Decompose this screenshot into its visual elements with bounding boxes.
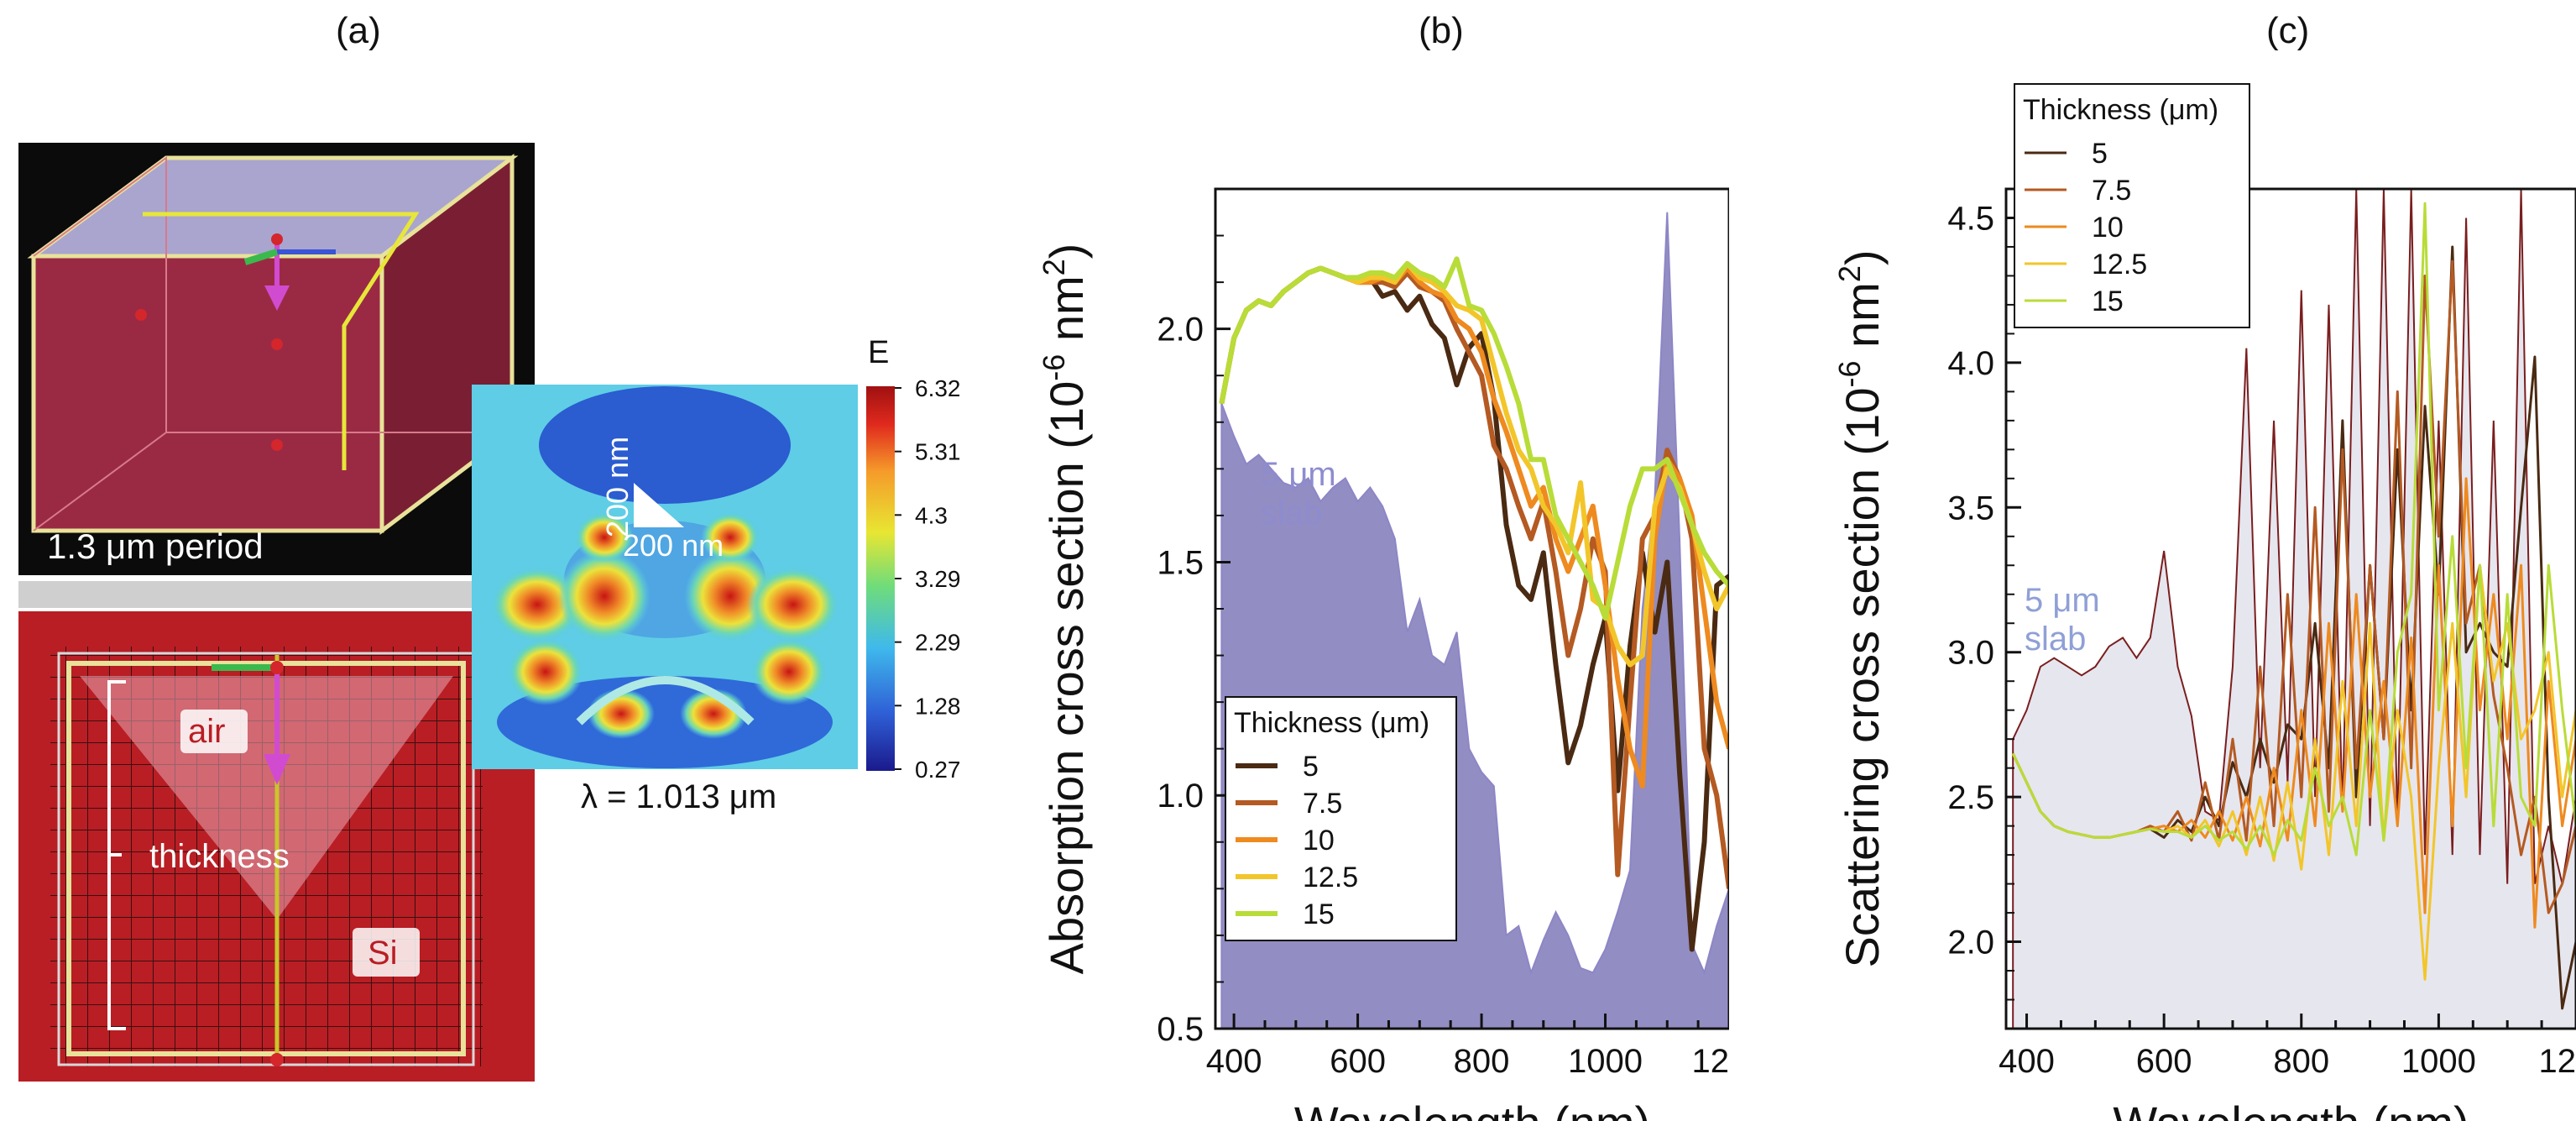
y-axis-label: Scattering cross section (10-6 nm2) xyxy=(1832,249,1889,967)
scale-triangle xyxy=(634,483,684,527)
legend-box xyxy=(2014,83,2250,328)
slab-label: 5 μm slab xyxy=(2025,582,2100,657)
panel-label-a: (a) xyxy=(336,10,381,51)
x-tick-label: 1200 xyxy=(1692,1043,1729,1080)
x-tick-label: 800 xyxy=(1454,1043,1510,1080)
y-tick-label: 2.5 xyxy=(1947,779,1994,816)
y-tick-label: 3.5 xyxy=(1947,490,1994,526)
air-label-box xyxy=(180,710,248,753)
y-tick-label: 4.0 xyxy=(1947,345,1994,382)
x-tick-label: 400 xyxy=(1999,1043,2055,1080)
y-tick-label: 2.0 xyxy=(1157,312,1204,348)
x-tick-label: 600 xyxy=(2136,1043,2192,1080)
legend-label-10: 10 xyxy=(1303,825,1335,856)
legend-label-5: 5 xyxy=(1303,751,1319,783)
pml-boundary xyxy=(57,652,475,1066)
x-tick-label: 600 xyxy=(1330,1043,1386,1080)
legend-label-12.5: 12.5 xyxy=(1303,862,1358,893)
si-label-box xyxy=(353,928,420,977)
x-tick-label: 800 xyxy=(2273,1043,2329,1080)
y-tick-label: 2.0 xyxy=(1947,925,1994,961)
colorbar xyxy=(866,386,895,771)
colorbar-tick-label: 2.29 xyxy=(915,630,961,656)
y-tick-label: 4.5 xyxy=(1947,200,1994,237)
legend-box xyxy=(1225,696,1457,941)
legend-label-10: 10 xyxy=(2092,212,2124,244)
legend-label-7.5: 7.5 xyxy=(1303,788,1342,820)
monitor-point xyxy=(271,439,283,451)
x-axis-label: Wavelength (nm) xyxy=(2113,1097,2469,1121)
panel-label-c: (c) xyxy=(2266,10,2310,51)
k-vector-arrow xyxy=(243,249,279,265)
si-label: Si xyxy=(368,935,398,972)
legend-title: Thickness (μm) xyxy=(1234,707,1429,739)
air-label: air xyxy=(188,713,225,750)
x-tick-label: 1200 xyxy=(2539,1043,2576,1080)
colorbar-tick-label: 5.31 xyxy=(915,439,961,465)
plot-frame xyxy=(2004,187,2576,1030)
monitor-point xyxy=(270,1053,284,1066)
monitor-point xyxy=(135,309,147,321)
colorbar-tick-label: 0.27 xyxy=(915,757,961,783)
thickness-bracket xyxy=(107,680,126,1030)
slab-label: 5 μm slab xyxy=(1261,456,1336,532)
field-map xyxy=(472,385,858,769)
colorbar-tick-label: 1.28 xyxy=(915,693,961,719)
y-tick-label: 0.5 xyxy=(1157,1011,1204,1048)
x-tick-label: 1000 xyxy=(1568,1043,1643,1080)
air-triangle-region xyxy=(80,676,453,919)
x-tick-label: 400 xyxy=(1206,1043,1262,1080)
series-line-15 xyxy=(2011,202,2576,856)
period-label: 1.3 μm period xyxy=(47,526,264,566)
monitor-point xyxy=(270,661,284,674)
legend-label-15: 15 xyxy=(2092,285,2124,317)
unit-cell-front-face xyxy=(31,254,384,533)
scale-label-horizontal: 200 nm xyxy=(623,528,724,563)
source-arrowhead-icon xyxy=(264,754,290,785)
y-tick-label: 1.0 xyxy=(1157,778,1204,815)
unit-cell-source-plane xyxy=(143,212,420,470)
unit-cell-boundary xyxy=(66,661,466,1056)
colorbar-tick-label: 3.29 xyxy=(915,566,961,592)
legend-label-7.5: 7.5 xyxy=(2092,175,2131,207)
view-separator xyxy=(18,581,535,608)
y-tick-label: 1.5 xyxy=(1157,544,1204,581)
y-tick-label: 3.0 xyxy=(1947,635,1994,672)
unit-cell-inner-edges xyxy=(33,156,167,532)
scale-label-vertical: 200 nm xyxy=(600,437,635,537)
panel-label-b: (b) xyxy=(1419,10,1464,51)
colorbar-title: E xyxy=(868,335,889,370)
thickness-label: thickness xyxy=(149,838,290,875)
colorbar-tick-label: 4.3 xyxy=(915,502,948,528)
legend-label-5: 5 xyxy=(2092,138,2108,170)
monitor-point xyxy=(271,233,283,245)
legend-label-15: 15 xyxy=(1303,898,1335,930)
monitor-point xyxy=(271,338,283,350)
legend: Thickness (μm) 5 7.5 10 12.5 15 xyxy=(1225,696,1457,941)
colorbar-ticks: 6.32 5.31 4.3 3.29 2.29 1.28 0.27 xyxy=(895,375,961,783)
source-arrowhead-icon xyxy=(264,285,290,311)
x-tick-label: 1000 xyxy=(2401,1043,2476,1080)
panel-a: 1.3 μm period thickness air Si 200 nm 20… xyxy=(18,143,961,1082)
legend-label-12.5: 12.5 xyxy=(2092,249,2147,280)
y-axis-label: Absorption cross section (10-6 nm2) xyxy=(1037,244,1093,975)
legend-title: Thickness (μm) xyxy=(2023,94,2218,126)
colorbar-tick-label: 6.32 xyxy=(915,375,961,401)
legend: Thickness (μm) 5 7.5 10 12.5 15 xyxy=(2014,83,2250,328)
series-line-15 xyxy=(1219,256,1729,621)
wavelength-label: λ = 1.013 μm xyxy=(581,778,776,815)
x-axis-label: Wavelength (nm) xyxy=(1294,1097,1650,1121)
